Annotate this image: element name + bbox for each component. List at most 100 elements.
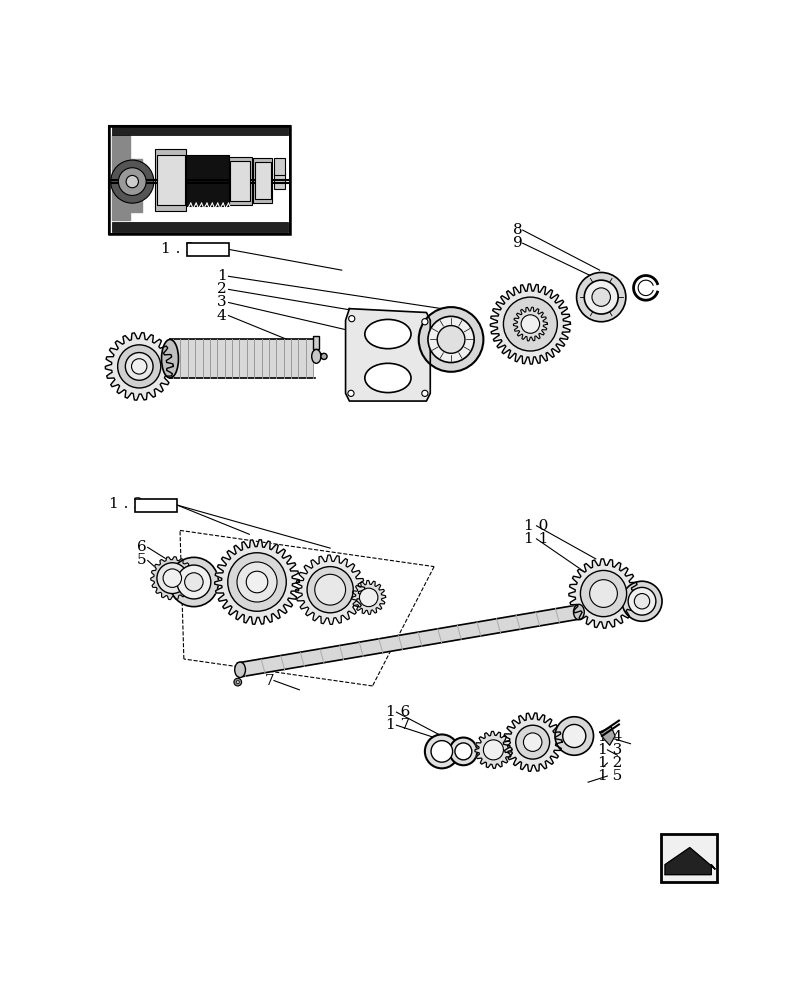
Circle shape	[132, 359, 147, 374]
Circle shape	[634, 594, 650, 609]
Text: 1 6: 1 6	[385, 705, 410, 719]
Polygon shape	[238, 605, 580, 677]
Bar	[112, 222, 288, 232]
Circle shape	[118, 345, 161, 388]
Circle shape	[348, 316, 355, 322]
Circle shape	[455, 743, 472, 760]
Bar	[157, 155, 185, 205]
Circle shape	[483, 740, 503, 760]
Text: 9: 9	[513, 236, 524, 250]
Ellipse shape	[321, 353, 327, 359]
Bar	[229, 157, 251, 205]
Circle shape	[584, 280, 618, 314]
Text: 1 2: 1 2	[598, 756, 622, 770]
Polygon shape	[490, 284, 570, 364]
Circle shape	[157, 563, 187, 594]
Bar	[661, 834, 718, 882]
Bar	[109, 126, 290, 234]
Circle shape	[577, 272, 626, 322]
Circle shape	[348, 390, 354, 396]
Polygon shape	[503, 713, 562, 771]
Bar	[274, 158, 284, 175]
Circle shape	[562, 724, 586, 748]
Polygon shape	[475, 731, 512, 768]
Polygon shape	[665, 848, 715, 875]
Text: 8 . 1: 8 . 1	[138, 499, 172, 513]
Circle shape	[419, 307, 483, 372]
Circle shape	[449, 738, 478, 765]
Circle shape	[315, 574, 346, 605]
Circle shape	[111, 160, 154, 203]
Polygon shape	[569, 559, 638, 628]
Bar	[314, 336, 319, 349]
Bar	[186, 155, 229, 206]
Text: 1 7: 1 7	[385, 718, 410, 732]
Bar	[253, 158, 272, 203]
Polygon shape	[346, 309, 431, 401]
Polygon shape	[351, 580, 385, 614]
Circle shape	[431, 741, 452, 762]
Ellipse shape	[365, 319, 411, 349]
Circle shape	[246, 571, 267, 593]
Bar	[111, 128, 288, 232]
Circle shape	[516, 725, 549, 759]
Bar	[112, 126, 288, 135]
Circle shape	[119, 168, 146, 195]
Circle shape	[524, 733, 542, 751]
Polygon shape	[151, 557, 194, 600]
Circle shape	[580, 570, 627, 617]
Ellipse shape	[234, 662, 246, 677]
Text: 1 1: 1 1	[524, 532, 549, 546]
Circle shape	[126, 175, 138, 188]
Text: 5: 5	[137, 553, 146, 567]
Polygon shape	[215, 540, 300, 624]
Text: 6: 6	[137, 540, 146, 554]
Text: 1 3: 1 3	[598, 743, 622, 757]
Text: 1 5: 1 5	[598, 769, 622, 783]
Polygon shape	[513, 307, 547, 341]
Bar	[136, 499, 177, 512]
Circle shape	[177, 565, 211, 599]
Circle shape	[555, 717, 594, 755]
Text: 1 . 2: 1 . 2	[109, 497, 143, 511]
Bar	[255, 162, 271, 199]
Bar	[170, 339, 314, 378]
Circle shape	[503, 297, 558, 351]
Circle shape	[428, 316, 474, 363]
Circle shape	[425, 734, 459, 768]
Circle shape	[590, 580, 617, 607]
Circle shape	[422, 390, 428, 396]
Bar	[155, 149, 186, 211]
Bar	[230, 161, 250, 201]
Ellipse shape	[574, 604, 584, 620]
Ellipse shape	[312, 349, 321, 363]
Text: 1 . 2: 1 . 2	[161, 242, 195, 256]
Circle shape	[592, 288, 611, 306]
Polygon shape	[296, 555, 365, 624]
Circle shape	[628, 587, 656, 615]
Polygon shape	[105, 333, 173, 400]
Circle shape	[228, 553, 286, 611]
Polygon shape	[600, 727, 615, 745]
Circle shape	[169, 557, 218, 607]
Text: 4: 4	[217, 309, 227, 323]
Text: 1 4: 1 4	[598, 730, 622, 744]
Circle shape	[521, 315, 540, 333]
Text: 8 . 1: 8 . 1	[190, 243, 224, 257]
Text: 8: 8	[513, 223, 523, 237]
Circle shape	[125, 353, 153, 380]
Circle shape	[163, 569, 182, 587]
Circle shape	[237, 562, 277, 602]
Polygon shape	[112, 135, 141, 220]
Circle shape	[437, 326, 465, 353]
Text: 1: 1	[217, 269, 227, 283]
Circle shape	[234, 678, 242, 686]
Bar	[109, 126, 290, 234]
Circle shape	[185, 573, 203, 591]
Text: 1 0: 1 0	[524, 519, 549, 533]
Bar	[274, 172, 284, 189]
Circle shape	[307, 567, 353, 613]
Text: 7: 7	[265, 674, 275, 688]
Circle shape	[622, 581, 662, 621]
Circle shape	[360, 588, 378, 607]
